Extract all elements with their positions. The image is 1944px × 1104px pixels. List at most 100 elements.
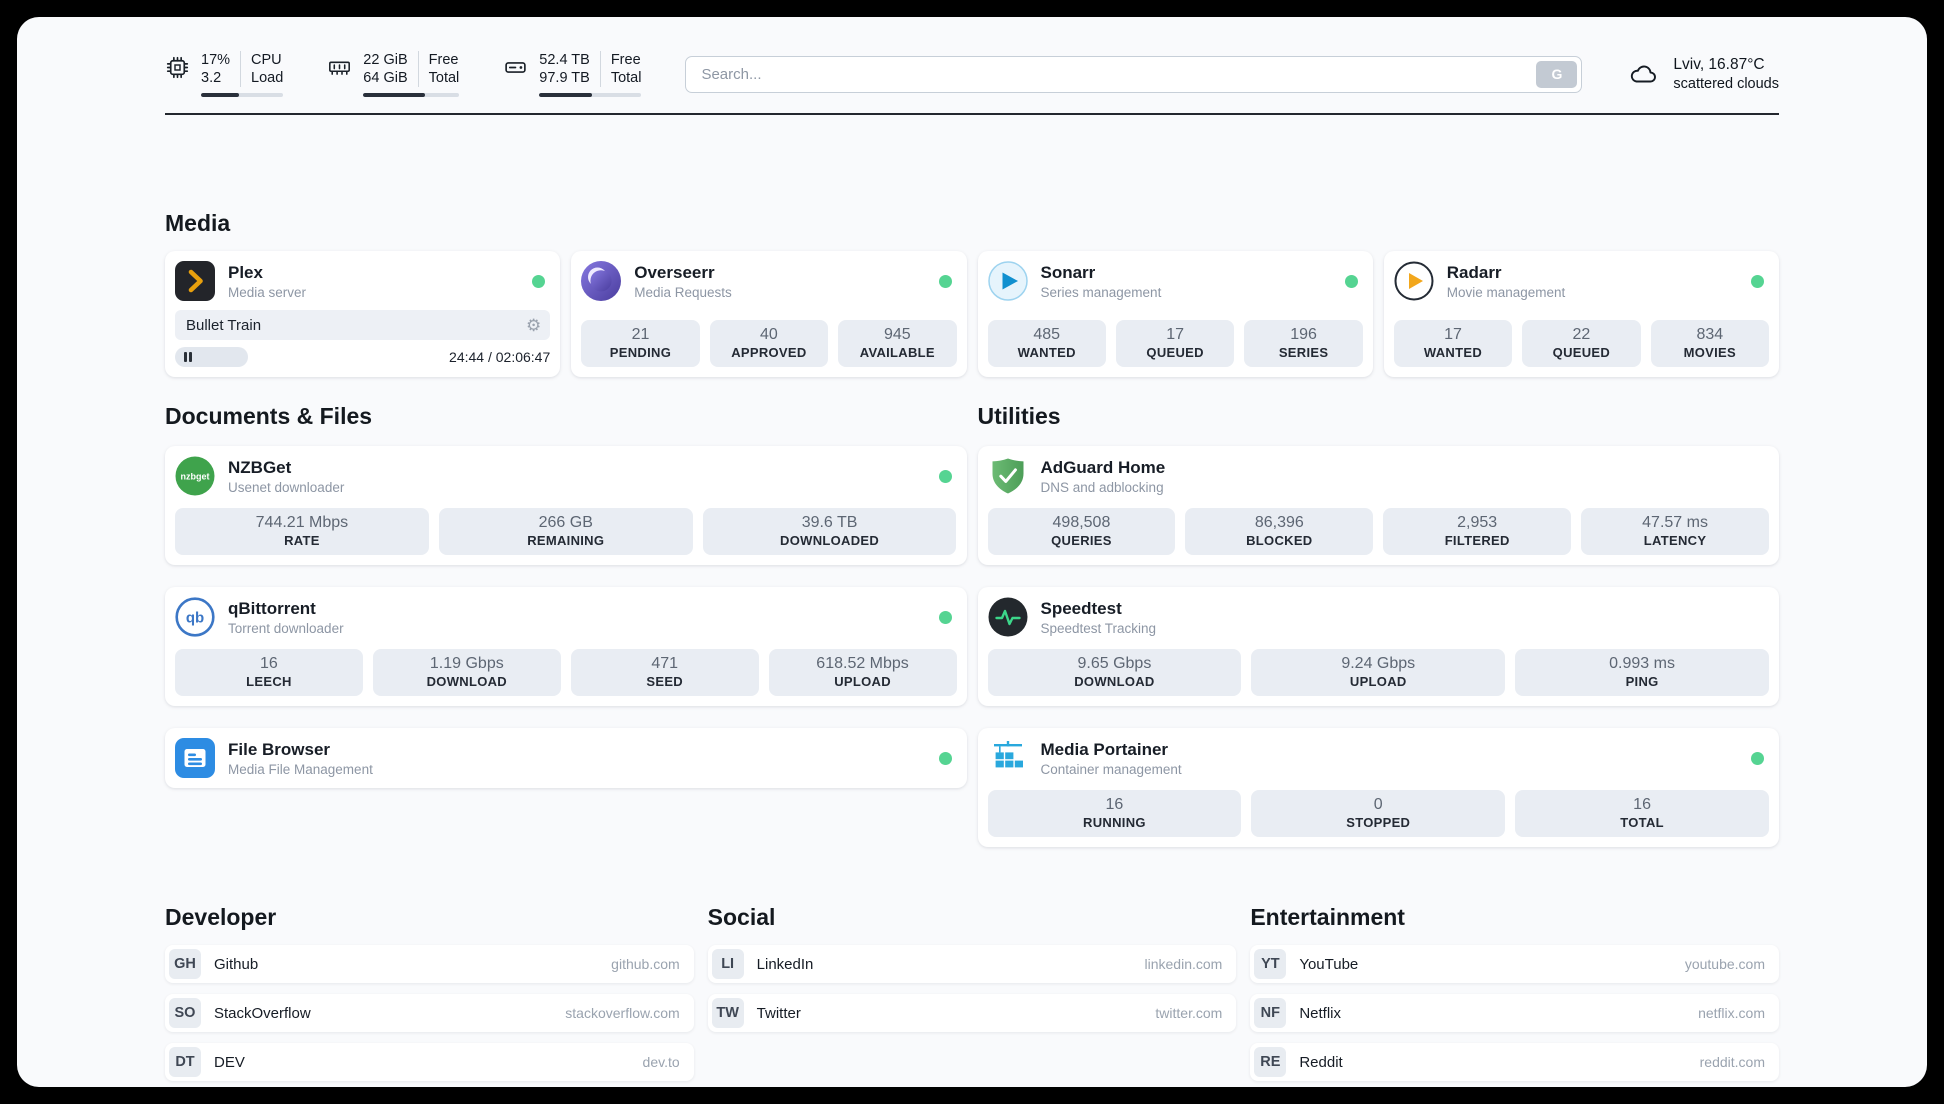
gear-icon[interactable]: ⚙ — [526, 315, 542, 335]
bookmark-reddit[interactable]: RE Reddit reddit.com — [1250, 1043, 1779, 1081]
svg-text:nzbget: nzbget — [181, 471, 210, 481]
app-card-qbittorrent[interactable]: qb qBittorrent Torrent downloader 16 LEE… — [165, 587, 967, 706]
section-title-developer: Developer — [165, 904, 277, 930]
app-name: File Browser — [228, 739, 331, 759]
status-dot — [1751, 274, 1764, 288]
app-subtitle: Media server — [228, 284, 307, 300]
stat-box: 744.21 Mbps RATE — [175, 508, 429, 555]
status-dot — [938, 610, 952, 624]
bookmark-abbr: GH — [169, 949, 201, 979]
disk-labels: Free Total — [599, 51, 641, 87]
overseerr-icon — [581, 261, 622, 301]
bookmark-youtube[interactable]: YT YouTube youtube.com — [1250, 945, 1779, 983]
app-card-radarr[interactable]: Radarr Movie management 17 WANTED 22 QUE… — [1383, 251, 1779, 377]
app-subtitle: Media File Management — [228, 761, 373, 777]
bookmark-name: DEV — [214, 1053, 245, 1071]
app-card-sonarr[interactable]: Sonarr Series management 485 WANTED 17 Q… — [977, 251, 1373, 377]
bookmark-linkedin[interactable]: LI LinkedIn linkedin.com — [707, 945, 1237, 983]
app-name: Radarr — [1446, 262, 1502, 282]
bookmark-github[interactable]: GH Github github.com — [165, 945, 694, 983]
bookmark-url: netflix.com — [1698, 1005, 1765, 1021]
app-subtitle: Torrent downloader — [228, 620, 344, 636]
search-bar: G — [685, 55, 1583, 93]
pause-button[interactable] — [184, 352, 192, 362]
cpu-values: 17% 3.2 — [201, 52, 231, 86]
section-social: Social LI LinkedIn linkedin.com TW Twitt… — [707, 904, 1237, 1081]
status-dot — [938, 469, 952, 483]
app-card-portainer[interactable]: Media Portainer Container management 16 … — [977, 728, 1779, 847]
sonarr-icon — [987, 261, 1028, 301]
app-card-adguard[interactable]: AdGuard Home DNS and adblocking 498,508 … — [977, 446, 1779, 565]
bookmark-url: youtube.com — [1684, 956, 1765, 972]
stat-box: 498,508 QUERIES — [987, 508, 1176, 555]
bookmark-abbr: TW — [711, 998, 744, 1028]
bookmark-abbr: NF — [1254, 998, 1287, 1028]
disk-stats: 52.4 TB 97.9 TB Free Total — [503, 51, 642, 97]
app-card-speedtest[interactable]: Speedtest Speedtest Tracking 9.65 Gbps D… — [977, 587, 1779, 706]
dashboard-window: 17% 3.2 CPU Load — [17, 17, 1927, 1087]
app-name: NZBGet — [228, 457, 292, 477]
bookmark-netflix[interactable]: NF Netflix netflix.com — [1250, 994, 1779, 1032]
bookmark-url: stackoverflow.com — [565, 1005, 680, 1021]
disk-values: 52.4 TB 97.9 TB — [539, 52, 590, 86]
header-divider — [165, 113, 1779, 115]
hard-drive-icon — [505, 62, 526, 73]
ram-labels: Free Total — [417, 51, 459, 87]
bookmark-twitter[interactable]: TW Twitter twitter.com — [707, 994, 1237, 1032]
app-subtitle: Movie management — [1446, 284, 1566, 300]
app-card-overseerr[interactable]: Overseerr Media Requests 21 PENDING 40 A… — [571, 251, 967, 377]
topbar: 17% 3.2 CPU Load — [165, 51, 1779, 97]
bookmark-name: Netflix — [1299, 1004, 1342, 1022]
svg-text:qb: qb — [186, 610, 204, 627]
status-dot — [938, 274, 952, 288]
bookmark-name: Github — [214, 955, 259, 973]
section-developer: Developer GH Github github.com SO StackO… — [165, 904, 694, 1081]
bookmark-url: linkedin.com — [1144, 956, 1223, 972]
section-media: Media Plex Media server — [165, 210, 1779, 377]
section-title-utilities: Utilities — [977, 403, 1061, 429]
bookmark-url: dev.to — [642, 1054, 680, 1070]
search-input[interactable] — [685, 55, 1583, 93]
ram-values: 22 GiB 64 GiB — [363, 52, 408, 86]
weather-location: Lviv, 16.87°C — [1673, 55, 1765, 73]
stat-box: 196 SERIES — [1244, 320, 1363, 367]
stat-box: 39.6 TB DOWNLOADED — [702, 508, 957, 555]
app-name: Media Portainer — [1040, 739, 1169, 759]
app-card-filebrowser[interactable]: File Browser Media File Management — [165, 728, 967, 788]
app-card-nzbget[interactable]: nzbget NZBGet Usenet downloader 744.21 M… — [165, 446, 967, 565]
seek-bar[interactable]: 24:44 / 02:06:47 — [175, 347, 550, 367]
speedtest-icon — [988, 597, 1028, 637]
app-card-plex[interactable]: Plex Media server Bullet Train ⚙ 24:44 — [165, 251, 561, 377]
adguard-icon — [988, 456, 1028, 496]
app-subtitle: Container management — [1040, 761, 1182, 777]
app-subtitle: Media Requests — [634, 284, 732, 300]
portainer-icon — [988, 738, 1028, 778]
status-dot — [938, 751, 952, 765]
section-title-documents: Documents & Files — [165, 403, 373, 429]
radarr-icon — [1394, 261, 1434, 301]
bookmark-abbr: SO — [169, 998, 201, 1028]
app-name: Sonarr — [1040, 262, 1096, 282]
bookmark-stackoverflow[interactable]: SO StackOverflow stackoverflow.com — [165, 994, 694, 1032]
stat-box: 945 AVAILABLE — [838, 320, 957, 367]
cpu-labels: CPU Load — [240, 51, 283, 87]
bookmark-url: twitter.com — [1155, 1005, 1223, 1021]
cpu-stats: 17% 3.2 CPU Load — [165, 51, 284, 97]
stat-box: 17 WANTED — [1393, 320, 1513, 367]
bookmark-abbr: LI — [711, 949, 744, 979]
app-subtitle: Usenet downloader — [228, 479, 345, 495]
stat-box: 17 QUEUED — [1115, 320, 1235, 367]
stat-box: 9.65 Gbps DOWNLOAD — [987, 649, 1242, 696]
section-title-media: Media — [165, 210, 231, 236]
cpu-chip-icon — [166, 56, 189, 79]
stat-box: 266 GB REMAINING — [438, 508, 693, 555]
bookmark-dev[interactable]: DT DEV dev.to — [165, 1043, 694, 1081]
stat-box: 16 TOTAL — [1515, 790, 1769, 837]
bookmark-name: Twitter — [756, 1004, 801, 1022]
section-utilities: Utilities — [977, 403, 1779, 847]
app-name: Plex — [228, 262, 263, 282]
app-subtitle: Speedtest Tracking — [1040, 620, 1157, 636]
status-dot — [532, 274, 546, 288]
ram-usage-bar — [363, 93, 460, 97]
search-engine-button[interactable]: G — [1536, 60, 1578, 88]
